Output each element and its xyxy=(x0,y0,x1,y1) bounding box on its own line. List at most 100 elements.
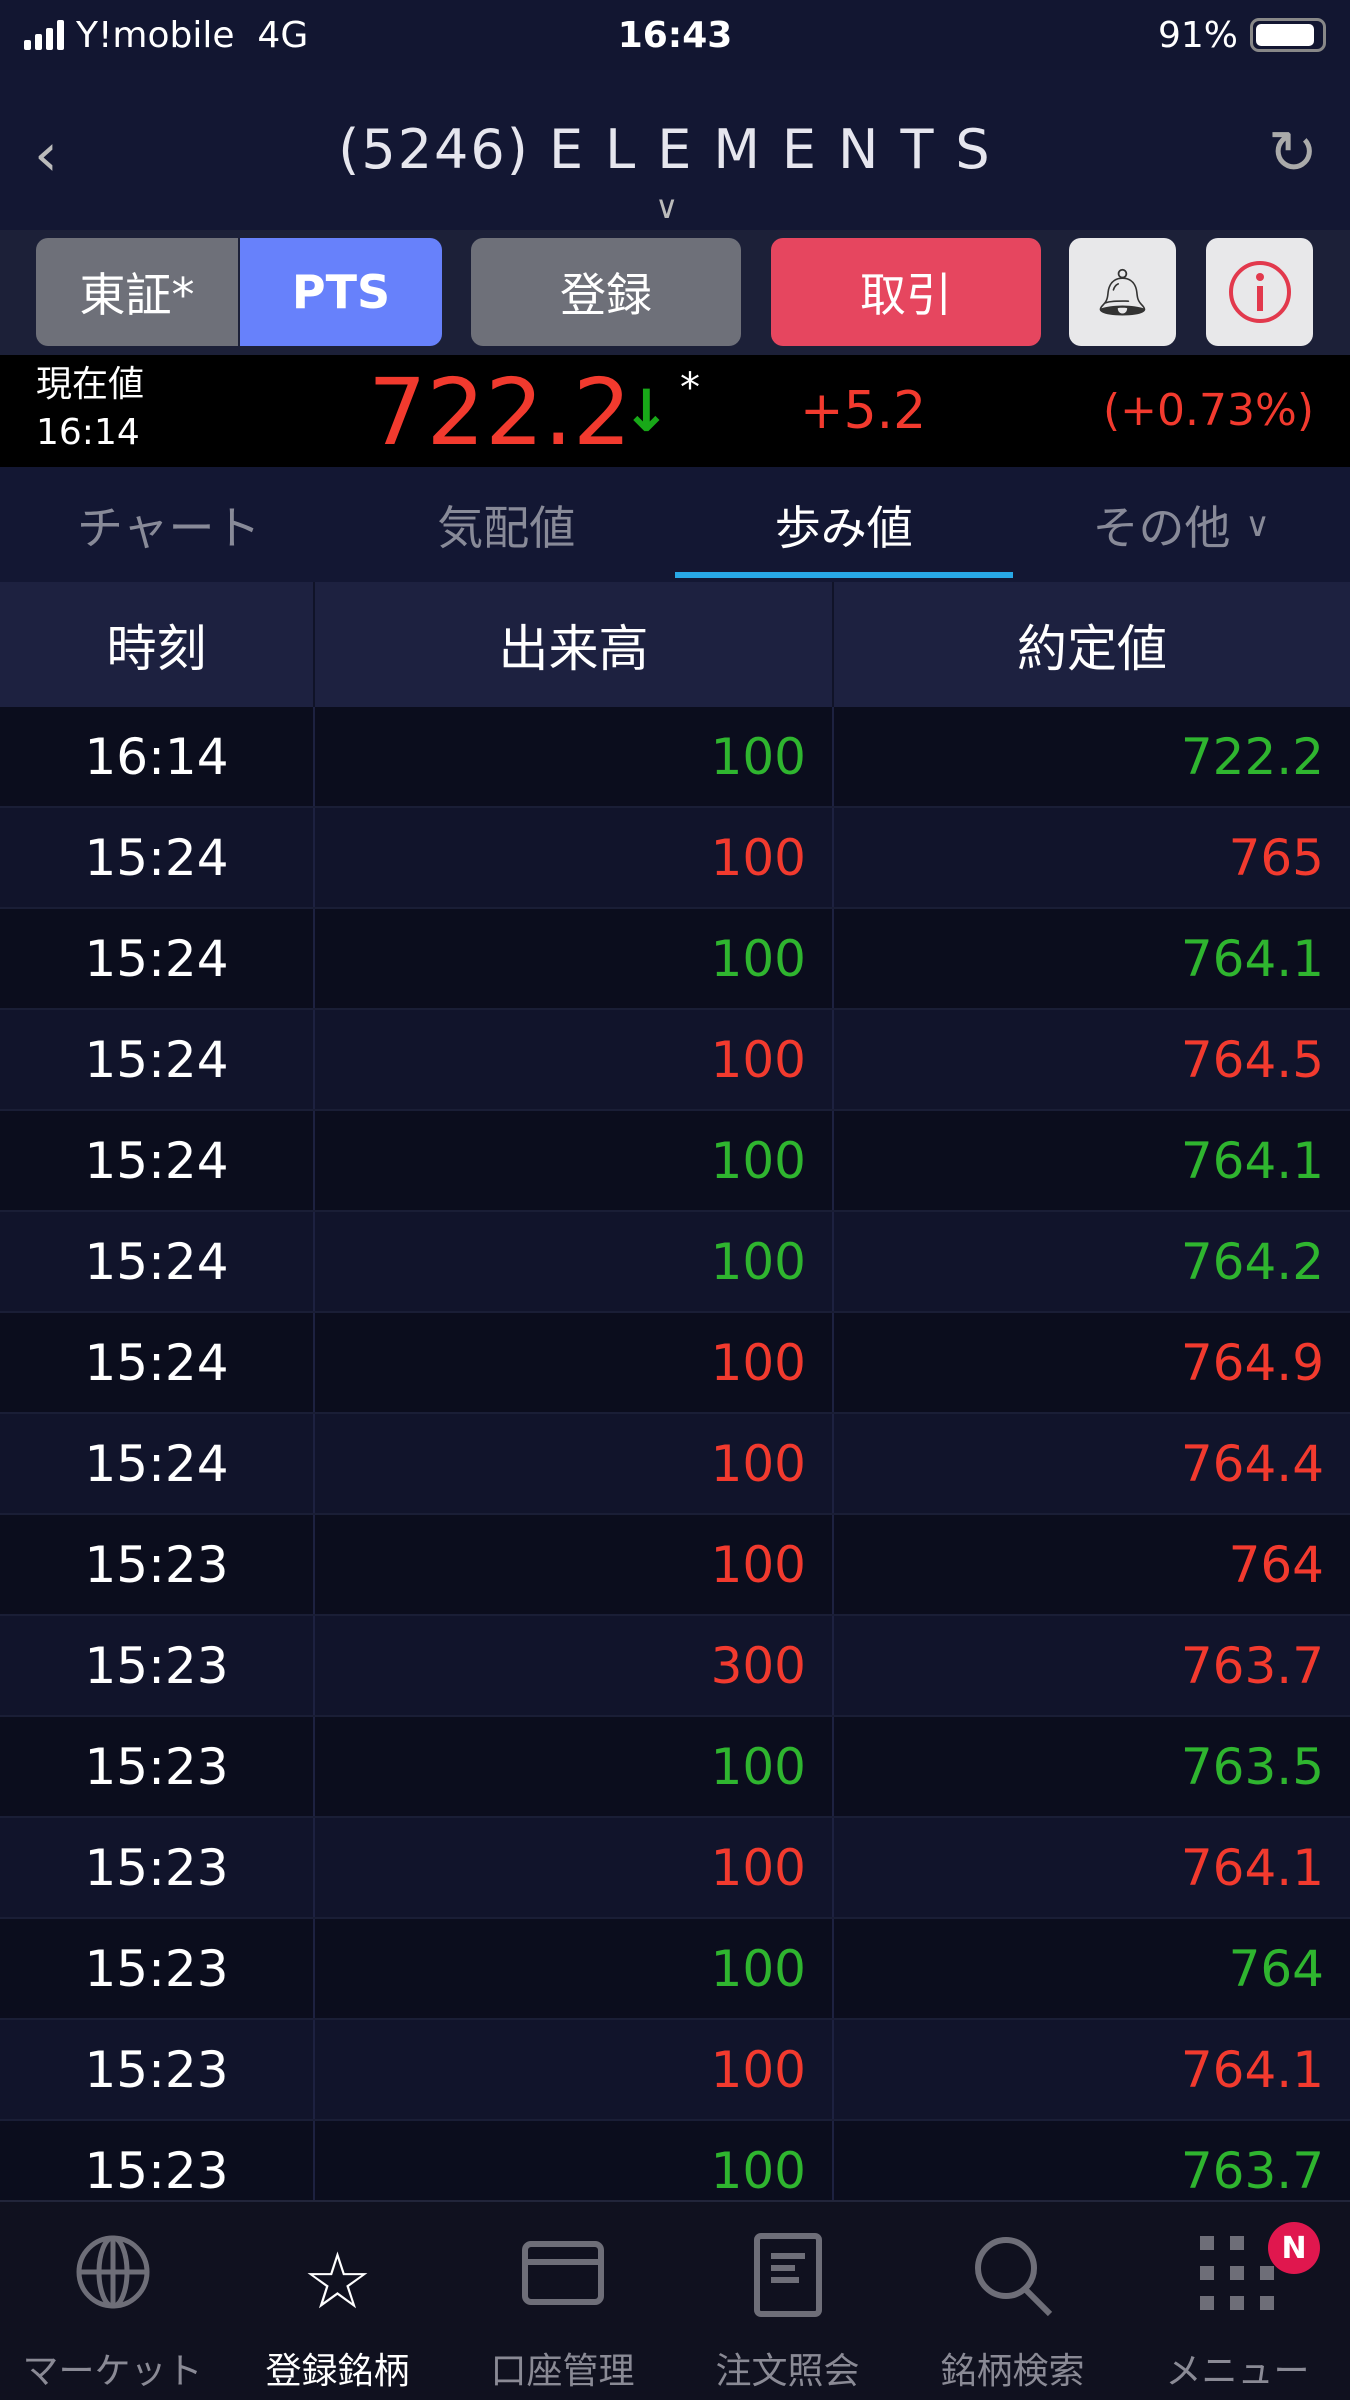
trade-price: 764.1 xyxy=(1180,1838,1324,1897)
trade-price: 764.1 xyxy=(1180,2040,1324,2099)
chevron-down-icon: ∨ xyxy=(1245,504,1270,545)
tabbar-account[interactable]: 口座管理 xyxy=(450,2202,675,2400)
table-row: 15:24 100 764.1 xyxy=(0,909,1350,1010)
search-icon xyxy=(970,2232,1056,2332)
table-row: 15:23 100 764 xyxy=(0,1919,1350,2020)
battery-icon xyxy=(1250,18,1326,52)
trade-volume: 100 xyxy=(315,1111,834,1210)
trade-volume: 100 xyxy=(315,1818,834,1917)
trade-volume: 100 xyxy=(315,1717,834,1816)
trades-table: 16:14 100 722.2 15:24 100 765 15:24 100 764.1 15:… xyxy=(0,707,1350,2222)
trade-price: 764.2 xyxy=(1180,1232,1324,1291)
reload-icon[interactable]: ↻ xyxy=(1267,118,1318,188)
tab-chart[interactable]: チャート xyxy=(76,500,261,555)
price-label: 現在値 xyxy=(36,364,145,405)
table-row: 15:24 100 764.4 xyxy=(0,1414,1350,1515)
trade-volume: 100 xyxy=(315,2020,834,2119)
trade-time: 15:23 xyxy=(0,2121,315,2220)
tabbar-search[interactable]: 銘柄検索 xyxy=(900,2202,1125,2400)
table-header: 時刻 出来高 約定値 xyxy=(0,582,1350,707)
document-icon xyxy=(753,2232,823,2332)
tabbar-menu[interactable]: メニュー N xyxy=(1125,2202,1350,2400)
tab-quotes[interactable]: 気配値 xyxy=(437,500,576,555)
trade-price: 764.9 xyxy=(1180,1333,1324,1392)
grid-icon xyxy=(1198,2232,1278,2332)
price-bar: 現在値 16:14 722.2 ↓ * +5.2 (+0.73%) xyxy=(0,355,1350,467)
trade-time: 15:24 xyxy=(0,808,315,907)
table-row: 16:14 100 722.2 xyxy=(0,707,1350,808)
table-row: 15:24 100 765 xyxy=(0,808,1350,909)
current-price: 722.2 xyxy=(368,359,632,466)
trade-price: 763.7 xyxy=(1180,1636,1324,1695)
signal-icon xyxy=(24,20,64,50)
trade-price: 764 xyxy=(1228,1939,1324,1998)
trade-time: 16:14 xyxy=(0,707,315,806)
trade-time: 15:23 xyxy=(0,1919,315,2018)
stock-title[interactable]: (5246) ELEMENTS xyxy=(338,118,1012,181)
trade-price: 765 xyxy=(1228,828,1324,887)
battery-percent: 91% xyxy=(1157,14,1238,56)
price-change: +5.2 xyxy=(800,381,927,441)
trade-time: 15:23 xyxy=(0,1818,315,1917)
trade-volume: 100 xyxy=(315,1212,834,1311)
trade-price: 764.1 xyxy=(1180,929,1324,988)
clock: 16:43 xyxy=(617,14,733,56)
header-price: 約定値 xyxy=(1017,619,1167,678)
price-change-percent: (+0.73%) xyxy=(1103,385,1314,436)
table-row: 15:24 100 764.9 xyxy=(0,1313,1350,1414)
trade-time: 15:24 xyxy=(0,1313,315,1412)
trade-time: 15:24 xyxy=(0,1111,315,1210)
info-icon[interactable] xyxy=(1206,238,1313,346)
globe-icon xyxy=(73,2232,153,2332)
arrow-down-icon: ↓ xyxy=(622,377,671,445)
carrier: Y!mobile 4G xyxy=(76,14,309,56)
trade-volume: 100 xyxy=(315,1313,834,1412)
pts-button[interactable]: PTS xyxy=(240,238,442,346)
star-icon: ☆ xyxy=(302,2237,373,2327)
trade-volume: 100 xyxy=(315,1515,834,1614)
trade-volume: 100 xyxy=(315,808,834,907)
trade-time: 15:23 xyxy=(0,1515,315,1614)
table-row: 15:23 100 764.1 xyxy=(0,2020,1350,2121)
register-button[interactable]: 登録 xyxy=(471,238,741,346)
trade-volume: 300 xyxy=(315,1616,834,1715)
trade-price: 722.2 xyxy=(1180,727,1324,786)
header-time: 時刻 xyxy=(0,582,315,707)
bottom-tab-bar: マーケット ☆ 登録銘柄 口座管理 注文照会 銘柄検索 メニュー N xyxy=(0,2200,1350,2400)
price-time: 16:14 xyxy=(36,412,140,453)
trade-price: 764.1 xyxy=(1180,1131,1324,1190)
back-icon[interactable]: ‹ xyxy=(34,120,58,190)
table-row: 15:23 100 763.5 xyxy=(0,1717,1350,1818)
trade-time: 15:24 xyxy=(0,1414,315,1513)
table-row: 15:24 100 764.2 xyxy=(0,1212,1350,1313)
trade-time: 15:23 xyxy=(0,1717,315,1816)
trade-volume: 100 xyxy=(315,707,834,806)
chevron-down-icon[interactable]: ∨ xyxy=(655,188,679,226)
trade-volume: 100 xyxy=(315,1414,834,1513)
trade-button[interactable]: 取引 xyxy=(771,238,1041,346)
bell-icon[interactable]: 🔔︎ xyxy=(1069,238,1176,346)
tse-button[interactable]: 東証* xyxy=(36,238,238,346)
tab-trades[interactable]: 歩み値 xyxy=(675,467,1013,582)
trade-volume: 100 xyxy=(315,2121,834,2220)
trade-volume: 100 xyxy=(315,909,834,1008)
table-row: 15:23 300 763.7 xyxy=(0,1616,1350,1717)
tabbar-market[interactable]: マーケット xyxy=(0,2202,225,2400)
table-row: 15:23 100 764 xyxy=(0,1515,1350,1616)
tab-other[interactable]: その他 ∨ xyxy=(1092,500,1270,555)
tabbar-watchlist[interactable]: ☆ 登録銘柄 xyxy=(225,2202,450,2400)
trade-time: 15:24 xyxy=(0,1010,315,1109)
price-mark: * xyxy=(680,365,700,411)
trade-time: 15:23 xyxy=(0,2020,315,2119)
notification-badge: N xyxy=(1268,2222,1320,2274)
action-bar: 東証* PTS 登録 取引 🔔︎ xyxy=(0,230,1350,355)
trade-time: 15:24 xyxy=(0,1212,315,1311)
trade-price: 764.5 xyxy=(1180,1030,1324,1089)
table-row: 15:23 100 764.1 xyxy=(0,1818,1350,1919)
trade-time: 15:23 xyxy=(0,1616,315,1715)
header-volume: 出来高 xyxy=(315,582,834,707)
status-bar: Y!mobile 4G 16:43 91% xyxy=(0,0,1350,70)
tabbar-orders[interactable]: 注文照会 xyxy=(675,2202,900,2400)
card-icon xyxy=(521,2232,605,2332)
tab-bar: チャート 気配値 歩み値 その他 ∨ xyxy=(0,467,1350,582)
